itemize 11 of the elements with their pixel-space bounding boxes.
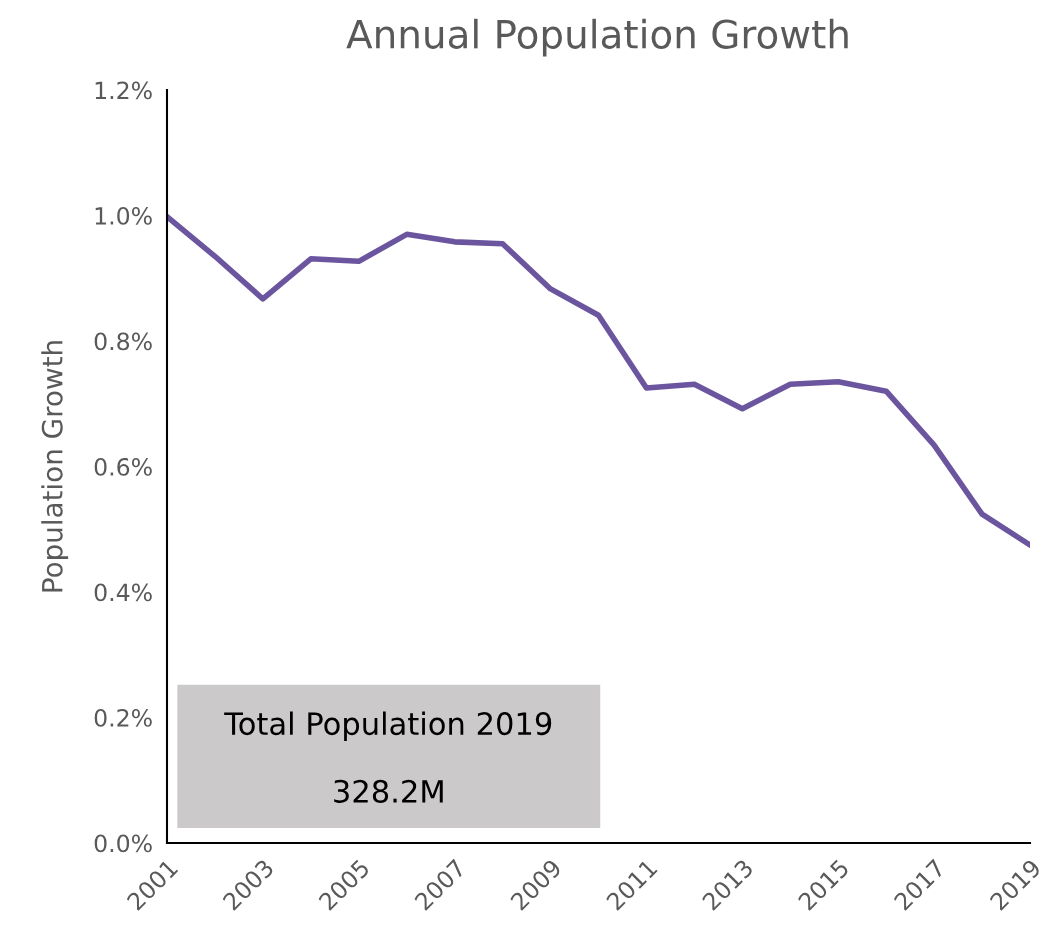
annotation: 328.2M [334,779,443,803]
annotation: Total Population 2019 [224,711,552,742]
chart-title: Annual Population Growth [346,18,848,57]
y-axis-title: Population Growth [41,341,69,592]
y-tick-label: 0.6% [94,457,152,476]
y-tick-label: 0.8% [94,332,152,351]
y-tick-label: 0.0% [94,834,152,853]
y-tick-label: 1.2% [95,81,152,100]
y-tick-label: 0.2% [94,708,152,727]
y-tick-label: 1.0% [95,206,152,225]
y-tick-label: 0.4% [94,583,152,602]
